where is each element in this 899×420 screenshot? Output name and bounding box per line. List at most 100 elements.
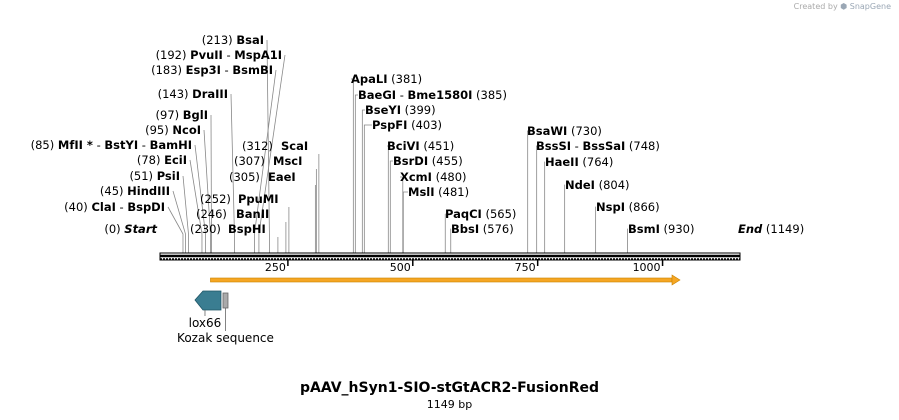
enzyme-label-haeii: HaeII (764) (545, 155, 613, 169)
enzyme-label-ppumi: (252) PpuMI (200, 192, 279, 206)
enzyme-name: EaeI (268, 170, 296, 184)
cut-site-line (354, 94, 358, 253)
enzyme-label-ndei: NdeI (804) (565, 178, 630, 192)
enzyme-name: BsaWI (527, 124, 567, 138)
cut-position: (866) (625, 200, 660, 214)
kozak-label: Kozak sequence (177, 331, 274, 345)
cut-position: (45) (100, 184, 127, 198)
cut-site-line (258, 54, 286, 253)
enzyme-label-bcivi: BciVI (451) (387, 139, 454, 153)
enzyme-name: ClaI (91, 200, 115, 214)
cut-position: (748) (625, 139, 660, 153)
enzyme-name: PpuMI (238, 192, 279, 206)
enzyme-label-text: (0) Start (104, 222, 157, 236)
enzyme-label-mfii: (85) MfII * - BstYI - BamHI (31, 138, 192, 152)
plasmid-linear-map: (0) Start(40) ClaI - BspDI(45) HindIII(5… (31, 33, 805, 345)
enzyme-name: Start (124, 222, 157, 236)
sequence-backbone: 250 500 750 1000 (159, 252, 741, 274)
cut-site-line (363, 124, 372, 253)
cut-site-line (527, 130, 529, 253)
enzyme-label-eaei: (305) EaeI (229, 170, 296, 184)
credit-prefix: Created by (793, 2, 838, 11)
enzyme-name: HaeII (545, 155, 579, 169)
enzyme-name: BspDI (127, 200, 165, 214)
cut-site-line (400, 176, 404, 253)
cut-position: (97) (156, 108, 183, 122)
enzyme-label-paqci: PaqCI (565) (445, 207, 516, 221)
enzyme-name: NdeI (565, 178, 595, 192)
enzyme-label-banii: (246) BanII (196, 207, 269, 221)
enzyme-label-apali: ApaLI (381) (351, 72, 422, 86)
enzyme-name: BamHI (150, 138, 192, 152)
cut-position: (481) (435, 185, 470, 199)
cut-position: (143) (158, 87, 193, 101)
enzyme-label-text: MslI (481) (408, 185, 469, 199)
cut-position: (213) (202, 33, 237, 47)
enzyme-label-esp3i: (183) Esp3I - BsmBI (151, 63, 273, 77)
separator: - (223, 48, 234, 62)
cut-site-line (194, 144, 206, 253)
cut-site-line (402, 191, 408, 253)
cut-position: (230) (190, 222, 221, 236)
cut-position: (192) (156, 48, 191, 62)
enzyme-label-text: (85) MfII * - BstYI - BamHI (31, 138, 192, 152)
lox66-feature (194, 290, 222, 311)
enzyme-name: End (738, 222, 763, 236)
enzyme-label-bbsi: BbsI (576) (451, 222, 514, 236)
enzyme-label-text: BsrDI (455) (393, 154, 463, 168)
enzyme-label-scai: (312) ScaI (242, 139, 308, 153)
enzyme-label-text: HaeII (764) (545, 155, 613, 169)
cut-position: (399) (401, 103, 436, 117)
orf-arrow-head (671, 274, 681, 286)
enzyme-label-text: (40) ClaI - BspDI (64, 200, 165, 214)
enzyme-name: PsiI (157, 169, 180, 183)
cut-position: (183) (151, 63, 186, 77)
enzyme-label-text: (51) PsiI (129, 169, 180, 183)
cut-position: (565) (482, 207, 517, 221)
cut-position: (451) (420, 139, 455, 153)
enzyme-label-text: (143) DraIII (158, 87, 228, 101)
cut-site-line (172, 190, 186, 253)
cut-position: (930) (660, 222, 695, 236)
enzyme-label-bsai: (213) BsaI (202, 33, 264, 47)
enzyme-name: BsrDI (393, 154, 428, 168)
map-title: pAAV_hSyn1-SIO-stGtACR2-FusionRed (299, 380, 600, 396)
cut-position: (307) (234, 154, 265, 168)
enzyme-name: BssSaI (583, 139, 626, 153)
enzyme-label-bsawi: BsaWI (730) (527, 124, 602, 138)
cut-position: (252) (200, 192, 231, 206)
separator: - (116, 200, 127, 214)
enzyme-name: BbsI (451, 222, 479, 236)
enzyme-label-msli: MslI (481) (408, 185, 469, 199)
enzyme-label-ncoi: (95) NcoI (145, 123, 201, 137)
enzyme-label-text: BaeGI - Bme1580I (385) (358, 88, 507, 102)
enzyme-name: XcmI (400, 170, 432, 184)
enzyme-label-text: XcmI (480) (400, 170, 467, 184)
enzyme-label-text: BseYI (399) (365, 103, 436, 117)
cut-position: (764) (579, 155, 614, 169)
enzyme-label-clai: (40) ClaI - BspDI (64, 200, 165, 214)
enzyme-label-text: ApaLI (381) (351, 72, 422, 86)
orf-arrow-body (210, 277, 673, 283)
tick-label: 1000 (633, 261, 661, 274)
lox66-label: lox66 (189, 316, 222, 330)
enzyme-label-pspfi: PspFI (403) (372, 118, 442, 132)
enzyme-name: BsmBI (232, 63, 273, 77)
cut-site-line (254, 69, 277, 253)
cut-position: (51) (129, 169, 156, 183)
enzyme-name: BciVI (387, 139, 420, 153)
cut-site-line (387, 145, 389, 253)
enzyme-name: BstYI (104, 138, 138, 152)
enzyme-name: Bme1580I (408, 88, 473, 102)
enzyme-name: MscI (273, 154, 302, 168)
cut-position: (305) (229, 170, 260, 184)
cut-site-line (361, 109, 365, 253)
cut-position: (246) (196, 207, 227, 221)
separator: - (396, 88, 407, 102)
enzyme-label-text: (95) NcoI (145, 123, 201, 137)
enzyme-label-text: PspFI (403) (372, 118, 442, 132)
enzyme-name: Esp3I (186, 63, 221, 77)
separator: - (138, 138, 149, 152)
enzyme-name: ScaI (281, 139, 308, 153)
